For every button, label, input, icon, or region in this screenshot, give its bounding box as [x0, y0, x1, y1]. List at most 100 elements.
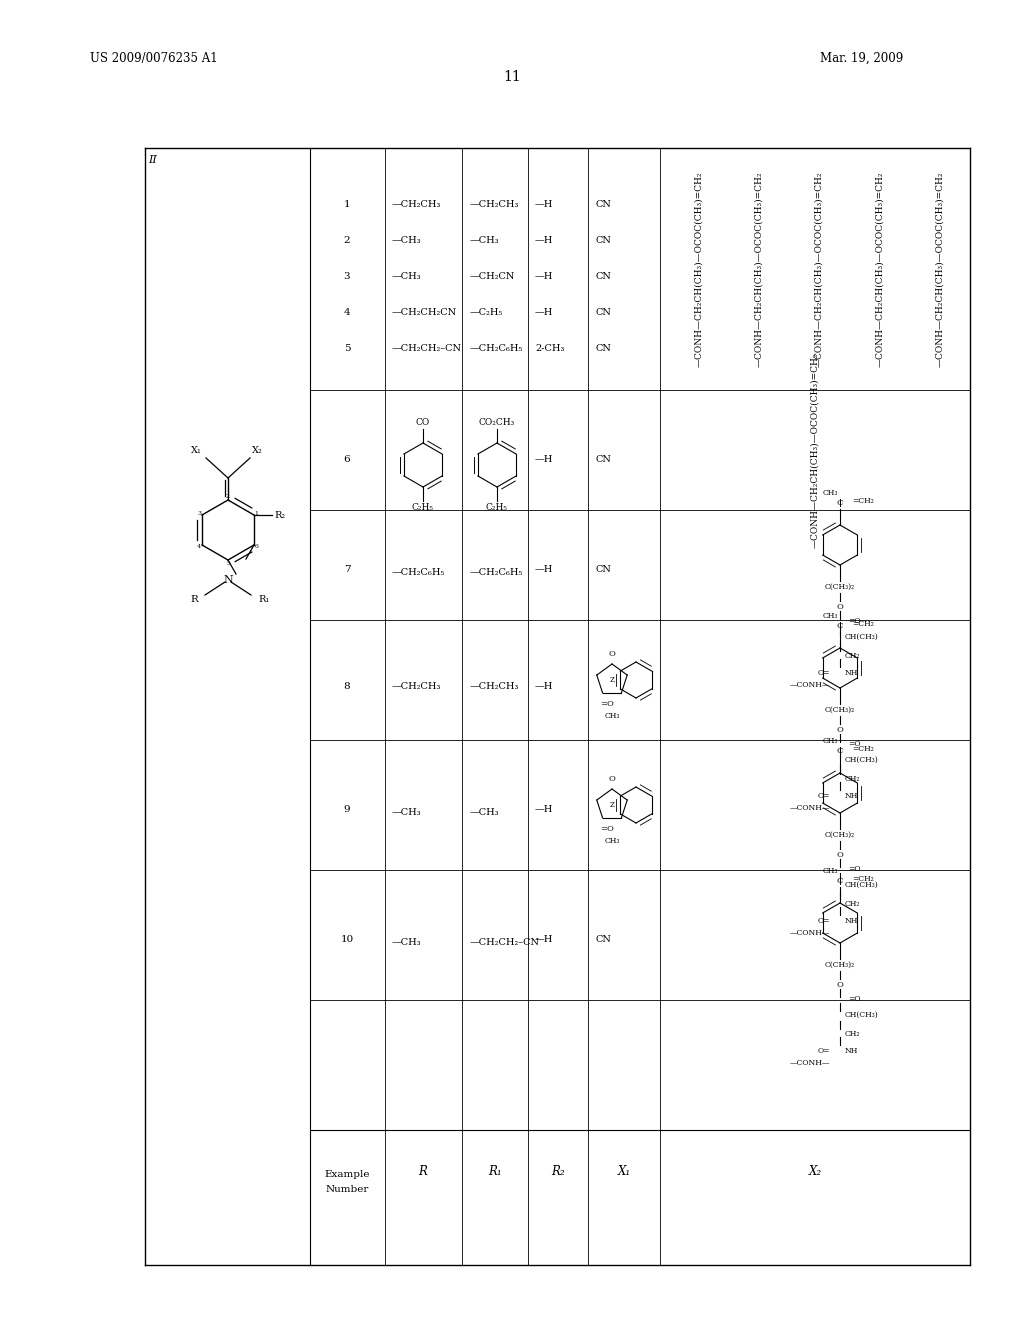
- Text: —H: —H: [535, 455, 553, 465]
- Text: CH(CH₃): CH(CH₃): [845, 756, 879, 764]
- Text: CN: CN: [596, 345, 612, 352]
- Text: O: O: [608, 649, 615, 657]
- Text: CH(CH₃): CH(CH₃): [845, 1011, 879, 1019]
- Text: CN: CN: [596, 236, 612, 246]
- Text: =O: =O: [848, 865, 860, 873]
- Text: =CH₂: =CH₂: [852, 875, 873, 883]
- Text: 5: 5: [226, 561, 230, 566]
- Text: —CONH—CH₂CH(CH₃)—OCOC(CH₃)=CH₂: —CONH—CH₂CH(CH₃)—OCOC(CH₃)=CH₂: [754, 172, 763, 367]
- Text: CH₂: CH₂: [845, 775, 860, 783]
- Text: X₂: X₂: [808, 1166, 821, 1177]
- Text: —CH₂CH₂CN: —CH₂CH₂CN: [392, 308, 457, 317]
- Text: C: C: [837, 876, 843, 884]
- Text: —C₂H₅: —C₂H₅: [470, 308, 504, 317]
- Text: NH: NH: [845, 669, 858, 677]
- Text: —CH₃: —CH₃: [392, 808, 422, 817]
- Text: 3: 3: [344, 272, 350, 281]
- Text: CH₃: CH₃: [822, 867, 838, 875]
- Text: O: O: [837, 851, 844, 859]
- Text: CH₂: CH₂: [845, 652, 860, 660]
- Text: O=: O=: [817, 669, 830, 677]
- Text: Mar. 19, 2009: Mar. 19, 2009: [820, 51, 903, 65]
- Text: NH: NH: [845, 792, 858, 800]
- Text: CH₃: CH₃: [822, 488, 838, 498]
- Text: —H: —H: [535, 308, 553, 317]
- Text: —CONH—CH₂CH(CH₃)—OCOC(CH₃)=CH₂: —CONH—CH₂CH(CH₃)—OCOC(CH₃)=CH₂: [874, 172, 884, 367]
- Text: 6: 6: [255, 544, 259, 549]
- Text: Z: Z: [609, 801, 614, 809]
- Text: —H: —H: [535, 805, 553, 814]
- Text: R: R: [190, 595, 198, 605]
- Text: —CONH—CH₂CH(CH₃)—OCOC(CH₃)=CH₂: —CONH—CH₂CH(CH₃)—OCOC(CH₃)=CH₂: [935, 172, 944, 367]
- Text: 2: 2: [344, 236, 350, 246]
- Text: 6: 6: [344, 455, 350, 465]
- Text: =O: =O: [848, 995, 860, 1003]
- Text: R₂: R₂: [274, 511, 285, 520]
- Text: Number: Number: [326, 1185, 369, 1195]
- Text: R₁: R₁: [488, 1166, 502, 1177]
- Text: CH₂: CH₂: [845, 900, 860, 908]
- Text: 8: 8: [344, 682, 350, 690]
- Text: =O: =O: [600, 700, 614, 708]
- Text: NH: NH: [845, 1047, 858, 1055]
- Text: —CH₃: —CH₃: [392, 272, 422, 281]
- Text: 7: 7: [344, 565, 350, 574]
- Text: —H: —H: [535, 272, 553, 281]
- Text: C: C: [837, 622, 843, 630]
- Text: —CONH—CH₂CH(CH₃)—OCOC(CH₃)=CH₂: —CONH—CH₂CH(CH₃)—OCOC(CH₃)=CH₂: [693, 172, 702, 367]
- Text: =CH₂: =CH₂: [852, 620, 873, 628]
- Text: CN: CN: [596, 272, 612, 281]
- Text: R₂: R₂: [551, 1166, 565, 1177]
- Text: —CONH—CH₂CH(CH₃)—OCOC(CH₃)=CH₂: —CONH—CH₂CH(CH₃)—OCOC(CH₃)=CH₂: [814, 172, 823, 367]
- Text: O: O: [837, 726, 844, 734]
- Text: CH(CH₃): CH(CH₃): [845, 880, 879, 888]
- Text: 9: 9: [344, 805, 350, 814]
- Text: O=: O=: [817, 792, 830, 800]
- Text: CH₃: CH₃: [822, 737, 838, 744]
- Text: 1: 1: [344, 201, 350, 209]
- Text: NH: NH: [845, 917, 858, 925]
- Text: 5: 5: [344, 345, 350, 352]
- Text: X₁: X₁: [617, 1166, 631, 1177]
- Text: —CH₂CN: —CH₂CN: [470, 272, 515, 281]
- Text: —CONH—CH₂CH(CH₃)—OCOC(CH₃)=CH₂: —CONH—CH₂CH(CH₃)—OCOC(CH₃)=CH₂: [811, 352, 819, 548]
- Text: 4: 4: [198, 544, 202, 549]
- Text: CH₃: CH₃: [822, 612, 838, 620]
- Text: 2: 2: [226, 495, 230, 499]
- Text: CH(CH₃): CH(CH₃): [845, 634, 879, 642]
- Text: N: N: [223, 576, 232, 585]
- Text: —CH₃: —CH₃: [392, 236, 422, 246]
- Text: 1: 1: [255, 511, 259, 516]
- Text: —CH₂CH₃: —CH₂CH₃: [470, 682, 519, 690]
- Text: —CH₂CH₂–CN: —CH₂CH₂–CN: [470, 939, 540, 946]
- Text: X₁: X₁: [191, 446, 202, 455]
- Text: 2-CH₃: 2-CH₃: [535, 345, 564, 352]
- Text: —CONH—: —CONH—: [790, 1059, 830, 1067]
- Text: R₁: R₁: [258, 595, 269, 605]
- Text: O=: O=: [817, 1047, 830, 1055]
- Text: —CH₂CH₃: —CH₂CH₃: [392, 682, 441, 690]
- Text: C: C: [837, 499, 843, 507]
- Text: 3: 3: [198, 511, 202, 516]
- Text: —CH₂C₆H₅: —CH₂C₆H₅: [470, 345, 523, 352]
- Text: O=: O=: [817, 917, 830, 925]
- Text: —CONH—: —CONH—: [790, 681, 830, 689]
- Text: CN: CN: [596, 308, 612, 317]
- Text: C₂H₅: C₂H₅: [412, 503, 434, 512]
- Text: CN: CN: [596, 201, 612, 209]
- Text: —CH₂CH₃: —CH₂CH₃: [470, 201, 519, 209]
- Text: C(CH₃)₂: C(CH₃)₂: [825, 706, 855, 714]
- Text: =CH₂: =CH₂: [852, 744, 873, 752]
- Text: O: O: [608, 775, 615, 783]
- Text: C(CH₃)₂: C(CH₃)₂: [825, 832, 855, 840]
- Text: =CH₂: =CH₂: [852, 498, 873, 506]
- Text: II: II: [148, 154, 157, 165]
- Text: =O: =O: [848, 741, 860, 748]
- Text: CN: CN: [596, 935, 612, 944]
- Text: —CONH—: —CONH—: [790, 929, 830, 937]
- Text: C: C: [837, 747, 843, 755]
- Text: —H: —H: [535, 565, 553, 574]
- Text: CO₂CH₃: CO₂CH₃: [479, 418, 515, 426]
- Text: CN: CN: [596, 565, 612, 574]
- Text: 11: 11: [503, 70, 521, 84]
